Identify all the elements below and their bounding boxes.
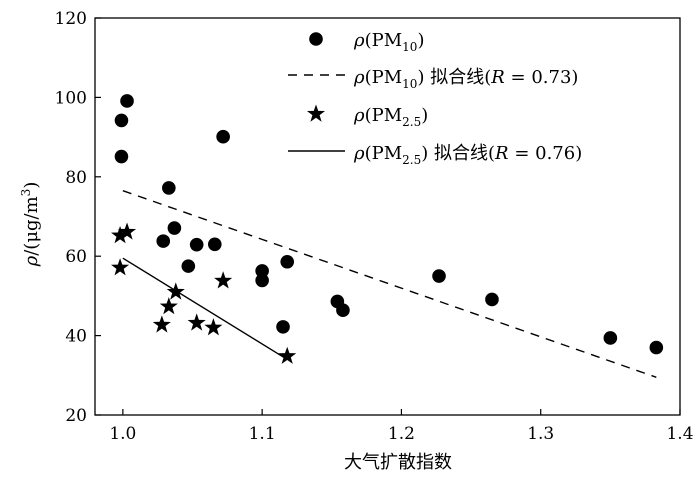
pm25-point [204,318,223,336]
legend-label: ρ(PM2.5) [353,105,428,129]
pm10-point [485,292,499,307]
pm25-point [187,313,206,331]
pm10-point [603,331,618,345]
pm10-point [120,94,134,108]
pm25-point [278,346,297,364]
pm10-point [276,320,290,334]
x-tick-label: 1.3 [527,424,554,444]
pm10-point [280,254,295,269]
pm10-fit-line [122,190,657,378]
legend-item-3: ρ(PM2.5) 拟合线(R = 0.76) [288,143,582,167]
plot-area [94,17,681,416]
pm10-point [114,113,129,128]
legend-label: ρ(PM10) [353,30,424,54]
pm25-point [111,226,130,244]
pm10-point [649,340,664,355]
legend-star-marker [306,104,326,122]
y-tick-label: 100 [55,88,87,108]
x-tick-label: 1.1 [249,424,276,444]
pm10-point [432,269,446,283]
x-tick-label: 1.0 [109,424,136,444]
plot-frame [94,17,681,416]
x-axis-title: 大气扩散指数 [344,452,452,473]
legend-label: ρ(PM2.5) 拟合线(R = 0.76) [353,143,582,167]
pm10-point [162,181,176,195]
legend: ρ(PM10) ρ(PM10) 拟合线(R = 0.73) ρ(PM2.5) ρ(PM… [288,30,582,167]
series-2 [111,222,297,364]
pm10-point [114,149,129,164]
pm25-point [152,315,171,333]
pm10-point [255,273,269,288]
pm25-fit-line [122,257,288,361]
series-1 [122,190,657,378]
y-axis-title: ρ/(μg/m3) [19,182,42,268]
series-0 [114,94,664,355]
pm10-point [207,237,222,252]
legend-item-2: ρ(PM2.5) [306,104,428,129]
y-tick-label: 40 [65,327,87,347]
y-tick-label: 20 [65,406,87,426]
pm10-point [189,237,204,252]
pm10-point [336,303,350,317]
legend-label: ρ(PM10) 拟合线(R = 0.73) [353,67,578,91]
legend-circle-marker [309,32,323,46]
pm25-point [111,258,130,276]
pm10-point [216,129,230,144]
x-tick-label: 1.4 [666,424,693,444]
pm25-point [214,271,233,289]
y-tick-label: 60 [65,247,87,267]
x-tick-label: 1.2 [388,424,415,444]
series-layer [111,94,664,378]
pm25-point [118,222,137,240]
pm10-point [167,221,182,235]
y-tick-label: 120 [55,9,87,29]
pm10-point [181,259,196,273]
pm10-point [255,264,269,278]
pm25-point [159,297,178,315]
legend-item-0: ρ(PM10) [309,30,424,54]
pm10-point [156,234,171,248]
legend-item-1: ρ(PM10) 拟合线(R = 0.73) [288,67,578,91]
axis-ticks: 1.0 1.1 1.2 1.3 1.4 20 40 60 80 100 120 [55,9,694,444]
series-3 [122,257,288,361]
y-tick-label: 80 [65,168,87,188]
